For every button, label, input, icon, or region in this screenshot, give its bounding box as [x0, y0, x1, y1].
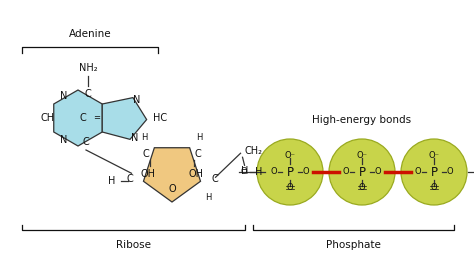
Text: Adenine: Adenine: [69, 29, 111, 39]
Text: N: N: [131, 133, 138, 143]
Text: O: O: [447, 167, 453, 176]
Text: P: P: [286, 166, 293, 179]
Text: NH₂: NH₂: [79, 63, 97, 73]
Polygon shape: [54, 90, 102, 146]
Text: N: N: [60, 91, 68, 101]
Text: O: O: [241, 167, 247, 176]
Text: O: O: [343, 167, 349, 176]
Ellipse shape: [329, 139, 395, 205]
Text: O⁻: O⁻: [428, 152, 439, 161]
Text: O: O: [359, 183, 365, 192]
Text: High-energy bonds: High-energy bonds: [312, 115, 411, 125]
Text: O: O: [168, 184, 176, 194]
Text: P: P: [358, 166, 365, 179]
Text: H: H: [141, 133, 147, 142]
Polygon shape: [144, 148, 201, 202]
Text: O: O: [303, 167, 310, 176]
Text: OH: OH: [141, 169, 156, 179]
Ellipse shape: [257, 139, 323, 205]
Text: H: H: [205, 193, 212, 202]
Text: C: C: [126, 174, 133, 184]
Text: CH₂: CH₂: [245, 146, 263, 156]
Ellipse shape: [401, 139, 467, 205]
Text: H: H: [196, 133, 203, 142]
Text: Ribose: Ribose: [116, 240, 151, 250]
Text: OH: OH: [188, 169, 203, 179]
Text: P: P: [430, 166, 438, 179]
Text: O: O: [374, 167, 381, 176]
Text: HC: HC: [153, 113, 167, 123]
Text: N: N: [133, 95, 140, 105]
Text: O: O: [287, 183, 293, 192]
Text: N: N: [60, 135, 68, 145]
Text: H: H: [255, 167, 262, 177]
Text: O: O: [431, 183, 438, 192]
Text: O⁻: O⁻: [356, 152, 367, 161]
Text: =: =: [93, 113, 100, 122]
Text: H: H: [108, 176, 115, 186]
Text: O⁻: O⁻: [284, 152, 295, 161]
Text: C: C: [80, 113, 86, 123]
Text: C: C: [82, 137, 90, 147]
Text: O: O: [415, 167, 421, 176]
Text: O: O: [271, 167, 277, 176]
Text: H: H: [241, 166, 248, 176]
Polygon shape: [102, 98, 146, 139]
Text: C: C: [85, 89, 91, 99]
Text: C: C: [194, 149, 201, 159]
Text: Phosphate: Phosphate: [326, 240, 381, 250]
Text: C: C: [211, 174, 218, 184]
Text: C: C: [143, 149, 150, 159]
Text: CH: CH: [41, 113, 55, 123]
